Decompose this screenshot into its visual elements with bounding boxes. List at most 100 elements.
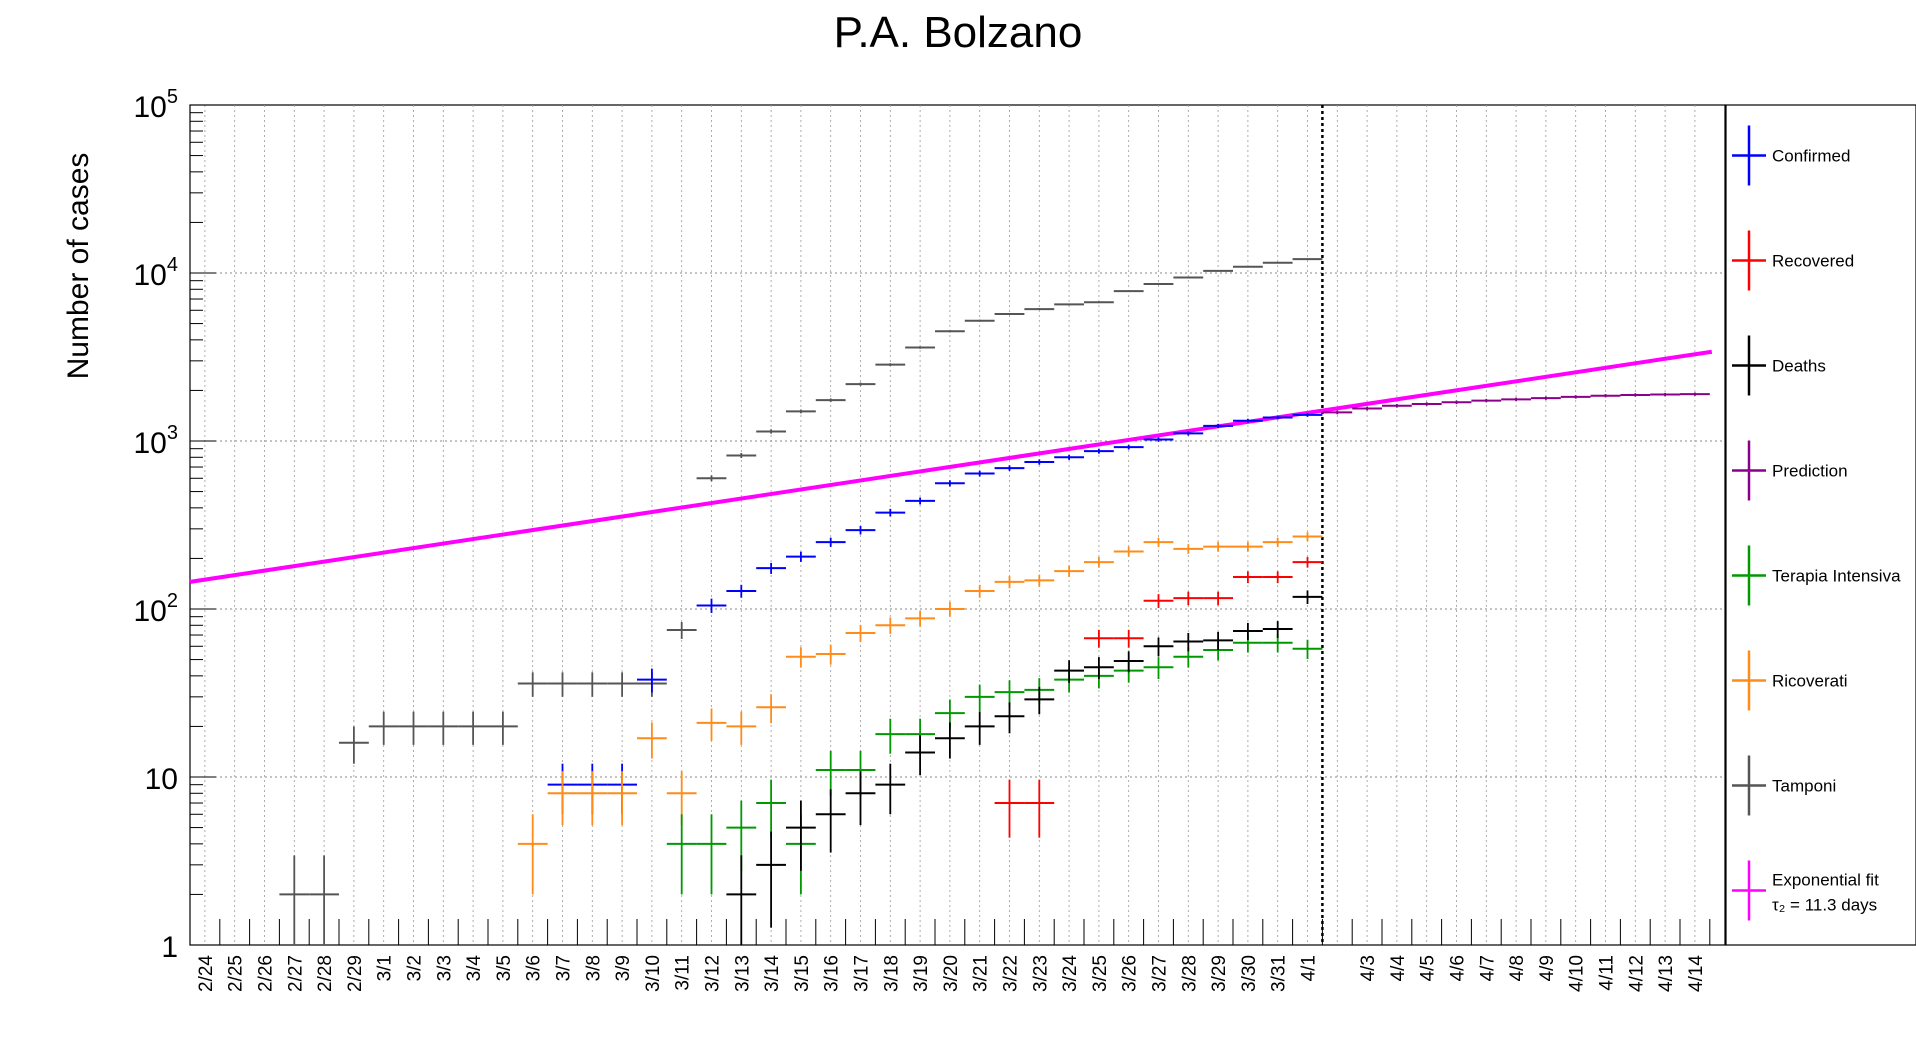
deaths-point: [1113, 651, 1144, 673]
tamponi-point: [1143, 283, 1174, 286]
confirmed-point: [726, 584, 757, 598]
deaths-point: [1024, 686, 1055, 715]
ricoverati-point: [1173, 544, 1204, 554]
x-tick-label: 2/24: [196, 955, 217, 992]
series-layer: [189, 105, 1713, 945]
x-tick-label: 3/14: [762, 955, 783, 992]
tamponi-point: [726, 452, 757, 459]
tamponi-point: [398, 711, 429, 745]
prediction-point: [1620, 393, 1651, 397]
deaths-point: [1262, 621, 1293, 638]
legend: Confirmed Recovered Deaths Prediction Terapi…: [1725, 104, 1916, 946]
x-tick-label: 3/3: [434, 955, 455, 981]
prediction-point: [1322, 410, 1353, 415]
x-tick-label: 4/1: [1299, 955, 1320, 981]
confirmed-point: [935, 480, 965, 487]
y-tick-label: 10: [145, 763, 178, 796]
x-tick-label: 4/14: [1686, 955, 1707, 992]
ricoverati-point: [637, 722, 667, 759]
confirmed-point: [875, 508, 906, 517]
tamponi-point: [1292, 258, 1323, 261]
terapia-intensiva-point: [696, 814, 727, 895]
terapia-intensiva-point: [964, 684, 995, 712]
x-tick-label: 4/11: [1597, 955, 1618, 991]
legend-confirmed-label: Confirmed: [1772, 147, 1850, 166]
x-tick-label: 3/1: [375, 955, 396, 981]
x-tick-label: 4/9: [1537, 955, 1558, 981]
x-tick-label: 3/17: [852, 955, 873, 992]
confirmed-point: [1233, 418, 1263, 423]
tamponi-point: [756, 429, 786, 434]
y-axis-label: Number of cases: [62, 153, 95, 380]
x-tick-label: 2/29: [345, 955, 366, 992]
legend-recovered: Recovered: [1732, 230, 1854, 291]
confirmed-point: [994, 465, 1025, 471]
ricoverati-point: [1084, 557, 1114, 568]
confirmed-point: [964, 470, 995, 477]
ricoverati-point: [845, 624, 876, 643]
x-tick-label: 3/26: [1120, 955, 1141, 992]
terapia-intensiva-point: [994, 680, 1025, 707]
confirmed-point: [1292, 412, 1323, 417]
x-tick-label: 3/6: [524, 955, 545, 981]
x-tick-label: 3/30: [1239, 955, 1260, 992]
plot-area: [189, 104, 1726, 946]
x-tick-label: 3/16: [822, 955, 843, 992]
tamponi-point: [1084, 301, 1114, 304]
recovered-point: [1203, 591, 1233, 606]
legend-exponential-fit: Exponential fit τ₂ = 11.3 days: [1732, 860, 1879, 921]
confirmed-point: [1113, 444, 1144, 450]
legend-terapia-intensiva-label: Terapia Intensiva: [1772, 567, 1901, 586]
tamponi-point: [1203, 269, 1233, 272]
x-tick-label: 2/28: [315, 955, 336, 992]
legend-deaths-label: Deaths: [1772, 357, 1826, 376]
ricoverati-point: [1203, 542, 1233, 552]
legend-terapia-intensiva: Terapia Intensiva: [1732, 545, 1901, 606]
confirmed-point: [1203, 423, 1233, 429]
x-tick-label: 3/29: [1209, 955, 1230, 992]
legend-exponential-fit-label2: τ₂ = 11.3 days: [1772, 896, 1877, 915]
ricoverati-point: [1262, 537, 1293, 547]
terapia-intensiva-point: [1292, 639, 1323, 660]
recovered-point: [994, 779, 1025, 838]
recovered-point: [1024, 779, 1055, 838]
tamponi-point: [458, 711, 488, 745]
tamponi-point: [845, 382, 876, 386]
x-tick-label: 4/8: [1507, 955, 1528, 981]
tamponi-point: [905, 346, 935, 349]
x-tick-label: 4/3: [1358, 955, 1379, 981]
ricoverati-point: [905, 610, 935, 627]
prediction-point: [1680, 392, 1710, 396]
legend-tamponi-label: Tamponi: [1772, 777, 1836, 796]
legend-ricoverati: Ricoverati: [1732, 650, 1848, 711]
tamponi-point: [339, 726, 369, 764]
legend-deaths: Deaths: [1732, 335, 1826, 396]
axes-layer: 1 10 102 103 104 105 2/24 2/25 2/26 2/27 2/28 2/29 3…: [134, 86, 1711, 992]
x-tick-label: 3/5: [494, 955, 515, 981]
ricoverati-point: [1292, 532, 1323, 542]
recovered-point: [1143, 594, 1174, 608]
chart-title: P.A. Bolzano: [833, 8, 1083, 57]
x-tick-label: 3/4: [464, 955, 485, 982]
tamponi-point: [428, 711, 459, 745]
recovered-point: [1233, 571, 1263, 584]
x-tick-label: 3/7: [554, 955, 575, 981]
y-tick-label: 102: [134, 590, 179, 628]
x-tick-label: 2/25: [226, 955, 247, 992]
tamponi-point: [368, 711, 399, 745]
ricoverati-point: [577, 771, 608, 826]
ricoverati-point: [696, 708, 727, 741]
y-tick-label: 1: [161, 931, 178, 964]
confirmed-point: [815, 537, 846, 547]
tamponi-point: [309, 855, 339, 945]
x-tick-label: 2/26: [256, 955, 277, 992]
exponential-fit-line: [189, 349, 1713, 584]
x-tick-label: 3/21: [971, 955, 992, 992]
deaths-point: [756, 831, 786, 928]
prediction-point: [1590, 394, 1621, 398]
ricoverati-point: [786, 647, 816, 668]
x-tick-label: 4/5: [1418, 955, 1439, 981]
legend-box: [1725, 104, 1916, 946]
deaths-point: [786, 800, 816, 871]
ricoverati-point: [964, 584, 995, 598]
